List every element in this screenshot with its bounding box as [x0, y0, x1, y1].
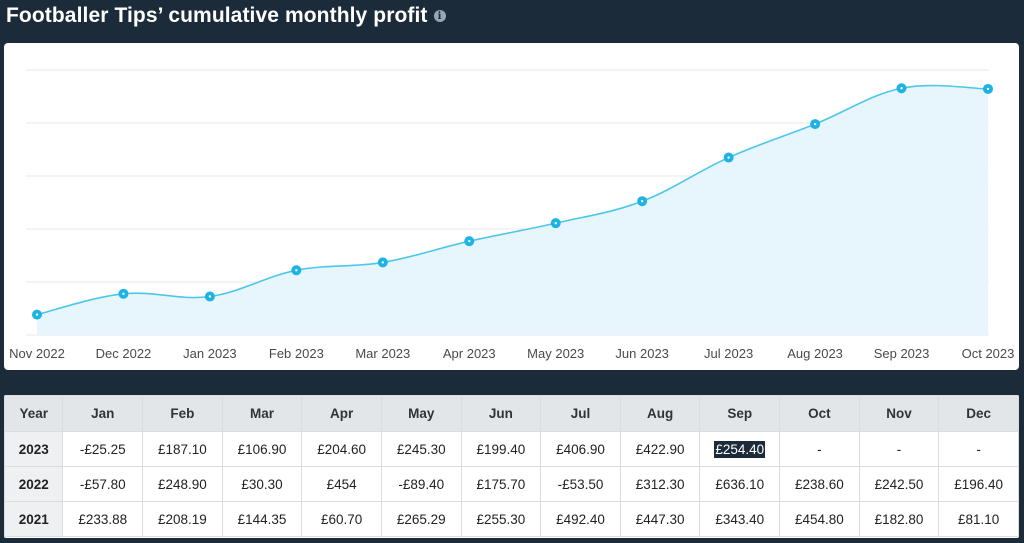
- column-header-year: Year: [4, 395, 64, 432]
- table-cell: £245.30: [380, 431, 462, 467]
- data-point-center: [986, 87, 990, 91]
- table-cell: £636.10: [699, 466, 781, 502]
- table-row: 2021 £233.88 £208.19 £144.35 £60.70 £265.29 £2…: [4, 501, 1019, 537]
- table-cell: £187.10: [142, 431, 223, 467]
- x-tick-label: May 2023: [527, 346, 584, 361]
- profit-table-container: Year Jan Feb Mar Apr May Jun Jul Aug Sep Oct Nov Dec…: [4, 395, 1019, 538]
- column-header-nov: Nov: [858, 395, 940, 432]
- data-point-center: [381, 261, 385, 264]
- x-tick-label: Nov 2022: [9, 346, 65, 361]
- table-cell: £208.19: [142, 501, 223, 537]
- data-point-center: [554, 221, 557, 225]
- table-cell: £106.90: [221, 431, 303, 467]
- table-cell: £265.29: [380, 501, 462, 537]
- x-tick-label: Apr 2023: [443, 346, 496, 361]
- table-row: 2023 -£25.25 £187.10 £106.90 £204.60 £245.30 £…: [4, 431, 1019, 467]
- table-cell: £447.30: [619, 501, 701, 537]
- column-header-mar: Mar: [221, 395, 303, 432]
- table-cell: -£89.40: [380, 466, 462, 502]
- table-cell: £182.80: [858, 501, 940, 537]
- chart-card: Nov 2022 Dec 2022 Jan 2023 Feb 2023 Mar 2023…: [4, 43, 1019, 370]
- table-cell: £233.88: [62, 501, 144, 537]
- page-title: Footballer Tips’ cumulative monthly prof…: [6, 4, 428, 27]
- table-cell: -: [779, 431, 860, 467]
- table-cell: -£57.80: [62, 466, 144, 502]
- table-cell: £196.40: [938, 466, 1019, 502]
- table-cell: £406.90: [540, 431, 621, 467]
- column-header-may: May: [380, 395, 462, 432]
- year-cell: 2023: [4, 431, 64, 467]
- table-cell: £199.40: [460, 431, 542, 467]
- table-cell: £144.35: [221, 501, 303, 537]
- table-cell: £248.90: [142, 466, 223, 502]
- column-header-apr: Apr: [301, 395, 382, 432]
- table-cell: £204.60: [301, 431, 382, 467]
- table-cell: -£53.50: [540, 466, 621, 502]
- table-cell: -: [858, 431, 940, 467]
- series-line: [36, 84, 989, 316]
- x-tick-label: Dec 2022: [96, 346, 152, 361]
- data-point-center: [813, 122, 817, 126]
- table-cell: £422.90: [619, 431, 701, 467]
- x-tick-label: Aug 2023: [787, 346, 843, 361]
- column-header-jun: Jun: [460, 395, 542, 432]
- x-tick-label: Mar 2023: [355, 346, 410, 361]
- title-row: Footballer Tips’ cumulative monthly prof…: [6, 1, 446, 31]
- data-point-center: [208, 295, 212, 298]
- table-cell: £343.40: [699, 501, 781, 537]
- year-cell: 2022: [4, 466, 64, 502]
- x-tick-label: Jul 2023: [704, 346, 753, 361]
- table-cell: £454: [301, 466, 382, 502]
- table-cell: £492.40: [540, 501, 621, 537]
- data-point-center: [900, 87, 903, 90]
- table-row: 2022 -£57.80 £248.90 £30.30 £454 -£89.40 £175.…: [4, 466, 1019, 502]
- x-tick-label: Sep 2023: [874, 346, 930, 361]
- x-tick-label: Jan 2023: [183, 346, 237, 361]
- table-cell: £175.70: [460, 466, 542, 502]
- info-icon[interactable]: i: [433, 10, 446, 22]
- profit-table: Year Jan Feb Mar Apr May Jun Jul Aug Sep Oct Nov Dec…: [4, 395, 1019, 537]
- column-header-jan: Jan: [62, 395, 144, 432]
- table-cell: £238.60: [779, 466, 860, 502]
- table-cell: -£25.25: [62, 431, 144, 467]
- column-header-jul: Jul: [540, 395, 621, 432]
- data-point-center: [295, 269, 298, 272]
- data-point-center: [122, 292, 125, 296]
- column-header-oct: Oct: [779, 395, 860, 432]
- profit-chart: Nov 2022 Dec 2022 Jan 2023 Feb 2023 Mar 2023…: [9, 69, 1015, 361]
- data-point-center: [468, 239, 471, 243]
- table-cell: £30.30: [221, 466, 303, 502]
- data-point-center: [727, 156, 730, 159]
- table-cell: £312.30: [619, 466, 701, 502]
- table-cell: £81.10: [938, 501, 1019, 537]
- table-header-row: Year Jan Feb Mar Apr May Jun Jul Aug Sep Oct Nov Dec: [4, 395, 1019, 432]
- area-fill: [37, 85, 988, 335]
- x-tick-label: Jun 2023: [615, 346, 669, 361]
- selected-cell-value: £254.40: [714, 440, 766, 458]
- data-point-center: [35, 313, 39, 316]
- x-tick-label: Oct 2023: [962, 346, 1015, 361]
- table-cell: £255.30: [460, 501, 542, 537]
- column-header-feb: Feb: [142, 395, 223, 432]
- year-cell: 2021: [4, 501, 64, 537]
- column-header-aug: Aug: [619, 395, 701, 432]
- table-cell: £254.40: [699, 431, 781, 467]
- table-cell: £454.80: [779, 501, 860, 537]
- table-cell: £60.70: [301, 501, 382, 537]
- column-header-sep: Sep: [699, 395, 781, 432]
- column-header-dec: Dec: [938, 395, 1019, 432]
- table-cell: -: [938, 431, 1019, 467]
- x-tick-label: Feb 2023: [269, 346, 324, 361]
- data-point-center: [640, 200, 644, 203]
- table-cell: £242.50: [858, 466, 940, 502]
